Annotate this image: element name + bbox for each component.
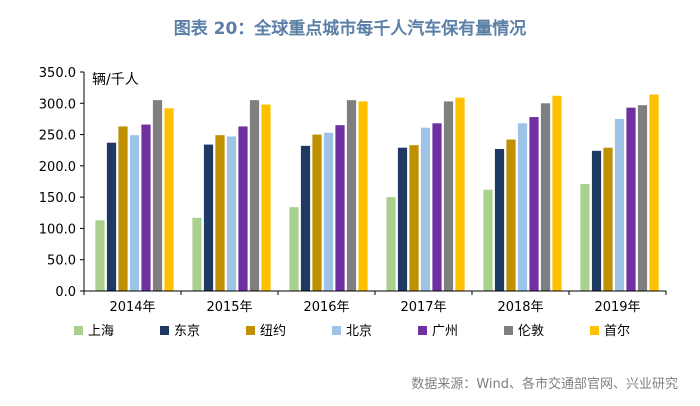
bar <box>637 105 648 291</box>
bar <box>95 220 105 291</box>
x-tick-label: 2018年 <box>497 300 543 315</box>
y-tick-label: 50.0 <box>47 254 76 269</box>
legend: 上海 东京 纽约 北京 广州 伦敦 首尔 <box>74 323 630 339</box>
bar <box>540 103 551 292</box>
legend-swatch <box>590 326 599 335</box>
bar <box>312 134 322 291</box>
bar <box>226 136 237 291</box>
x-tick-label: 2014年 <box>109 300 155 315</box>
legend-swatch <box>332 326 341 335</box>
source-note: 数据来源：Wind、各市交通部官网、兴业研究 <box>411 376 678 392</box>
bar <box>649 94 659 291</box>
y-tick-label: 350.0 <box>39 66 76 81</box>
legend-swatch <box>160 326 169 335</box>
y-tick-label: 200.0 <box>39 160 76 175</box>
bar <box>164 108 174 291</box>
legend-label: 东京 <box>174 324 200 339</box>
bar <box>552 95 562 291</box>
bar <box>323 132 334 291</box>
bar <box>215 135 225 291</box>
legend-label: 伦敦 <box>518 323 544 339</box>
bar <box>591 150 602 291</box>
y-tick-label: 100.0 <box>39 222 76 237</box>
bar <box>420 127 431 291</box>
bar <box>483 189 493 291</box>
bar <box>517 123 528 292</box>
legend-label: 上海 <box>88 324 114 339</box>
x-tick-label: 2016年 <box>303 300 349 315</box>
y-tick-label: 0.0 <box>55 285 76 300</box>
bar <box>455 97 465 291</box>
bar <box>300 145 311 291</box>
legend-swatch <box>418 326 427 335</box>
y-axis-label: 辆/千人 <box>92 72 139 88</box>
legend-swatch <box>246 326 255 335</box>
x-tick-label: 2019年 <box>594 300 640 315</box>
bar <box>494 148 505 291</box>
bar <box>443 101 454 291</box>
bar <box>141 124 151 291</box>
bar <box>238 126 248 292</box>
bar <box>506 139 516 291</box>
bars-group <box>95 94 659 292</box>
bar <box>129 135 140 291</box>
bar <box>358 101 368 291</box>
legend-label: 北京 <box>346 324 372 339</box>
legend-swatch <box>504 326 513 335</box>
bar <box>432 123 442 292</box>
bar <box>603 147 613 291</box>
x-tick-label: 2015年 <box>206 300 252 315</box>
bar <box>346 100 357 292</box>
bar <box>152 100 163 292</box>
bar <box>203 144 214 291</box>
bar <box>397 147 408 291</box>
bar <box>335 125 345 291</box>
bar <box>192 217 202 291</box>
bar <box>626 107 636 291</box>
chart-title: 图表 20：全球重点城市每千人汽车保有量情况 <box>174 18 527 39</box>
legend-label: 广州 <box>432 324 458 339</box>
legend-label: 纽约 <box>260 324 286 339</box>
bar <box>249 100 260 292</box>
bar <box>106 142 117 291</box>
y-tick-label: 150.0 <box>39 191 76 206</box>
legend-swatch <box>74 326 83 335</box>
x-tick-label: 2017年 <box>400 300 446 315</box>
bar <box>261 104 271 291</box>
x-axis: 2014年 2015年 2016年 2017年 2018年 2019年 <box>83 290 667 315</box>
y-axis: 0.0 50.0 100.0 150.0 200.0 250.0 300.0 350.0 <box>39 66 85 300</box>
legend-label: 首尔 <box>604 324 630 339</box>
bar <box>386 197 396 291</box>
bar <box>529 117 539 292</box>
bar <box>118 126 128 292</box>
bar <box>409 145 419 291</box>
bar <box>580 184 590 291</box>
bar <box>289 207 299 291</box>
bar <box>614 118 625 291</box>
y-tick-label: 300.0 <box>39 97 76 112</box>
y-tick-label: 250.0 <box>39 129 76 144</box>
